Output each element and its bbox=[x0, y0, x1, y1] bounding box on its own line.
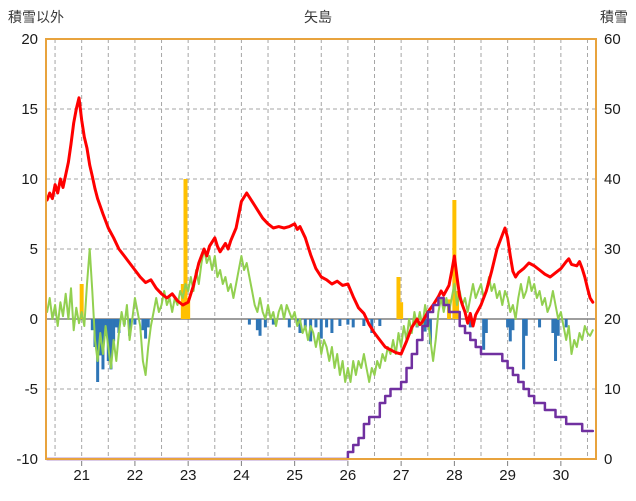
left-axis-title: 積雪以外 bbox=[8, 9, 64, 25]
svg-text:27: 27 bbox=[393, 467, 410, 484]
chart-title: 矢島 bbox=[304, 9, 332, 25]
series-green-line bbox=[46, 248, 594, 383]
svg-text:40: 40 bbox=[604, 171, 621, 188]
svg-text:21: 21 bbox=[73, 467, 90, 484]
svg-text:29: 29 bbox=[499, 467, 516, 484]
svg-text:-10: -10 bbox=[16, 451, 38, 468]
svg-text:5: 5 bbox=[30, 241, 38, 258]
svg-text:15: 15 bbox=[21, 101, 38, 118]
plot-frame bbox=[45, 38, 597, 460]
svg-text:60: 60 bbox=[604, 31, 621, 48]
series-blue-bars bbox=[90, 319, 568, 382]
series-orange-bars bbox=[79, 179, 460, 319]
svg-text:10: 10 bbox=[604, 381, 621, 398]
svg-text:23: 23 bbox=[180, 467, 197, 484]
gridlines bbox=[46, 39, 596, 459]
svg-text:0: 0 bbox=[604, 451, 612, 468]
svg-text:28: 28 bbox=[446, 467, 463, 484]
svg-text:50: 50 bbox=[604, 101, 621, 118]
svg-text:0: 0 bbox=[30, 311, 38, 328]
svg-text:22: 22 bbox=[127, 467, 144, 484]
svg-text:30: 30 bbox=[604, 241, 621, 258]
svg-text:20: 20 bbox=[21, 31, 38, 48]
chart-header: 積雪以外 矢島 積雪 bbox=[0, 0, 636, 30]
svg-text:20: 20 bbox=[604, 311, 621, 328]
svg-text:10: 10 bbox=[21, 171, 38, 188]
svg-text:26: 26 bbox=[340, 467, 357, 484]
svg-text:24: 24 bbox=[233, 467, 250, 484]
series-red-line bbox=[45, 96, 595, 356]
svg-text:30: 30 bbox=[553, 467, 570, 484]
right-axis-title: 積雪 bbox=[600, 9, 628, 25]
series-purple-line bbox=[45, 296, 595, 461]
svg-text:-5: -5 bbox=[25, 381, 38, 398]
svg-text:25: 25 bbox=[286, 467, 303, 484]
